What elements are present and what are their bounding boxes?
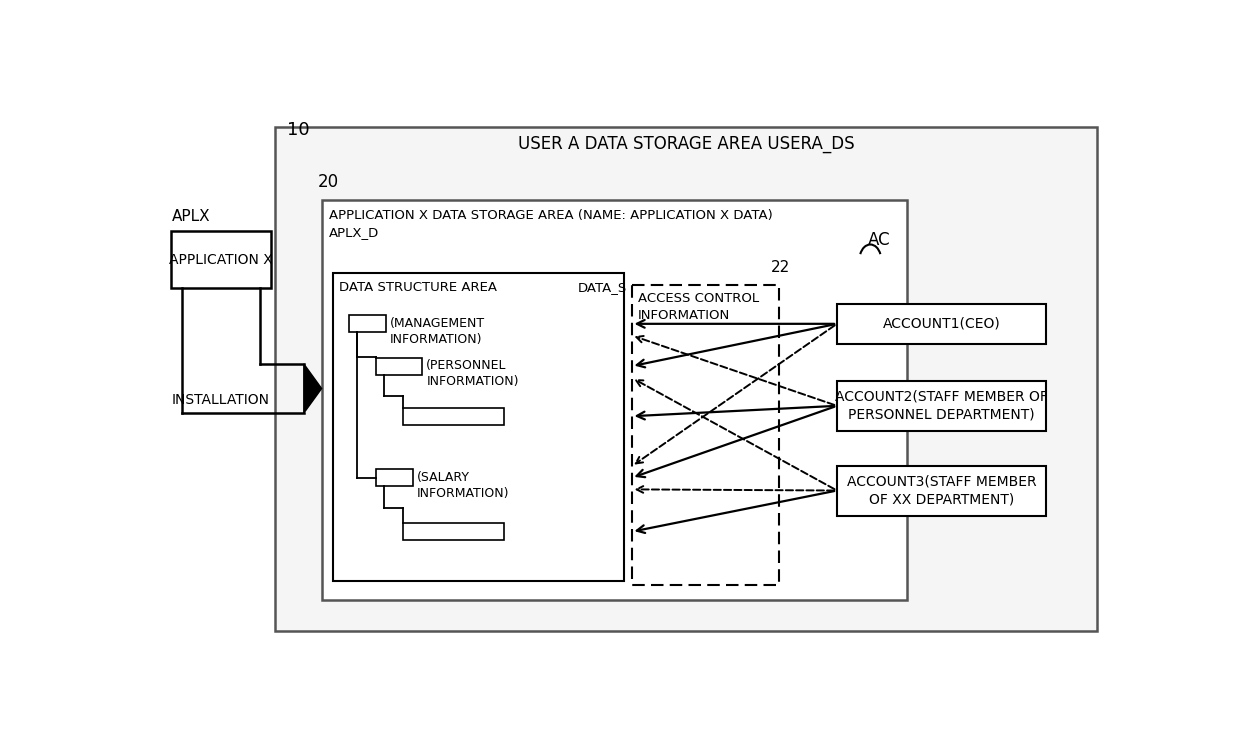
Text: APPLICATION X DATA STORAGE AREA (NAME: APPLICATION X DATA)
APLX_D: APPLICATION X DATA STORAGE AREA (NAME: A… bbox=[330, 209, 773, 239]
Text: ACCESS CONTROL
INFORMATION: ACCESS CONTROL INFORMATION bbox=[637, 293, 759, 322]
Text: ACCOUNT2(STAFF MEMBER OF
PERSONNEL DEPARTMENT): ACCOUNT2(STAFF MEMBER OF PERSONNEL DEPAR… bbox=[836, 390, 1048, 422]
Text: APLX: APLX bbox=[172, 209, 211, 224]
Text: 22: 22 bbox=[771, 260, 790, 276]
Text: (PERSONNEL
INFORMATION): (PERSONNEL INFORMATION) bbox=[427, 359, 518, 388]
Bar bbox=[334, 273, 624, 581]
Text: dir1-1: dir1-1 bbox=[381, 359, 418, 373]
Text: INSTALLATION: INSTALLATION bbox=[172, 393, 270, 407]
Text: dir2: dir2 bbox=[382, 471, 407, 484]
Text: 10: 10 bbox=[286, 121, 309, 138]
Polygon shape bbox=[304, 364, 321, 413]
Text: DATA STRUCTURE AREA: DATA STRUCTURE AREA bbox=[340, 281, 497, 294]
Bar bbox=[837, 304, 1047, 344]
Bar bbox=[348, 315, 386, 332]
Bar bbox=[171, 231, 272, 288]
Bar bbox=[275, 126, 1096, 631]
Bar bbox=[403, 523, 503, 540]
Text: userdata1-2.jpg: userdata1-2.jpg bbox=[404, 526, 503, 538]
Bar bbox=[321, 200, 906, 600]
Text: ACCOUNT3(STAFF MEMBER
OF XX DEPARTMENT): ACCOUNT3(STAFF MEMBER OF XX DEPARTMENT) bbox=[847, 475, 1037, 506]
Text: DATA_S: DATA_S bbox=[578, 281, 626, 294]
Text: ACCOUNT1(CEO): ACCOUNT1(CEO) bbox=[883, 317, 1001, 331]
Bar bbox=[376, 470, 413, 487]
Bar bbox=[403, 408, 503, 425]
Text: userdata1-1.jpg: userdata1-1.jpg bbox=[404, 409, 503, 423]
Text: dir1: dir1 bbox=[355, 318, 379, 330]
Bar bbox=[837, 381, 1047, 431]
Text: 20: 20 bbox=[317, 173, 339, 190]
Text: (SALARY
INFORMATION): (SALARY INFORMATION) bbox=[417, 471, 510, 500]
Text: USER A DATA STORAGE AREA USERA_DS: USER A DATA STORAGE AREA USERA_DS bbox=[517, 135, 854, 153]
Text: AC: AC bbox=[868, 231, 890, 248]
Bar bbox=[837, 465, 1047, 515]
Text: APPLICATION X: APPLICATION X bbox=[169, 253, 273, 267]
Bar bbox=[376, 358, 423, 375]
Text: (MANAGEMENT
INFORMATION): (MANAGEMENT INFORMATION) bbox=[389, 317, 485, 346]
Bar bbox=[631, 284, 779, 585]
